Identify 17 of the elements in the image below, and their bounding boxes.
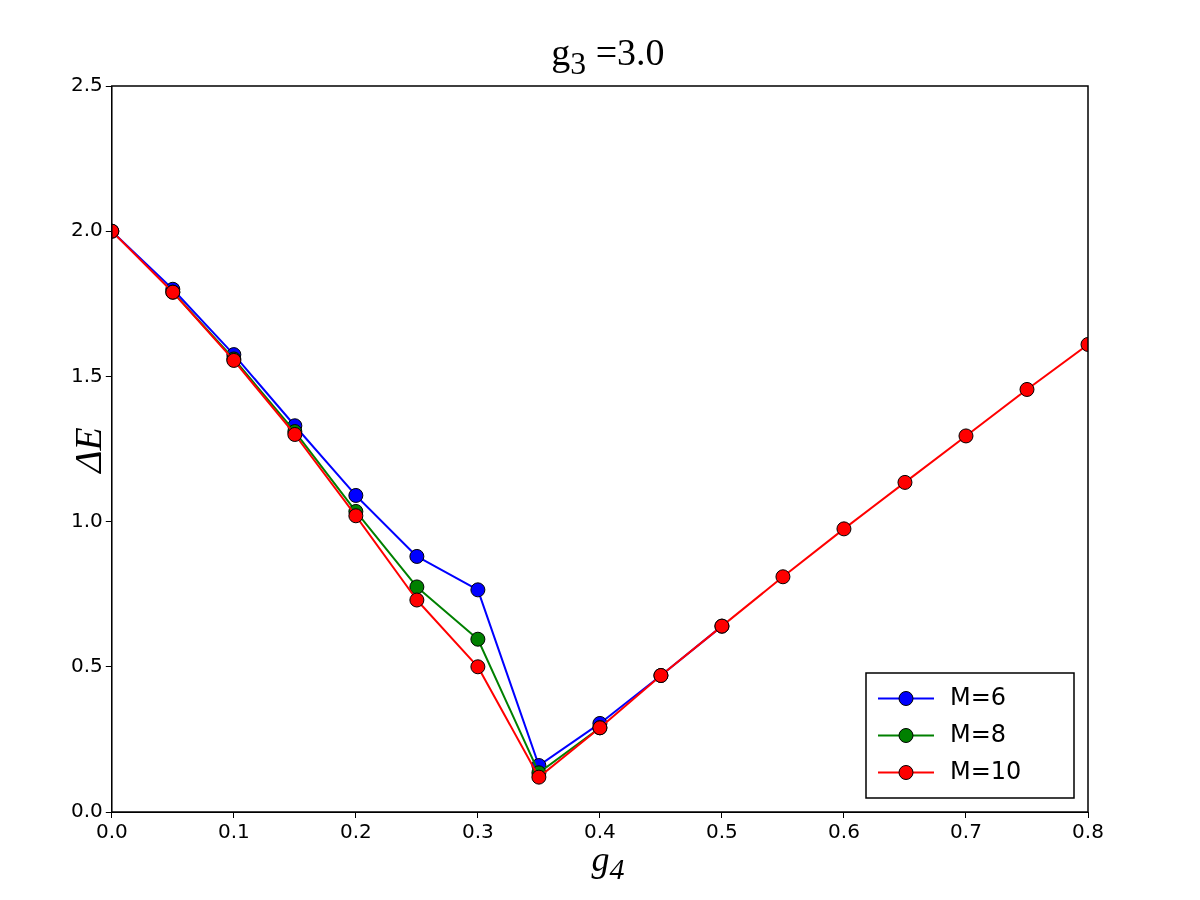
y-tick-label: 1.0 <box>70 507 103 532</box>
x-tick-label: 0.7 <box>950 819 982 844</box>
x-tick-label: 0.1 <box>217 819 250 844</box>
y-tick-label: 2.5 <box>70 72 103 97</box>
legend-label: M=8 <box>950 719 1007 748</box>
y-tick-label: 1.5 <box>70 362 103 387</box>
x-tick-label: 0.5 <box>706 819 738 844</box>
y-tick-label: 0.5 <box>70 653 103 677</box>
x-tick-label: 0.6 <box>828 819 860 844</box>
y-axis-title: ΔE <box>66 426 110 476</box>
legend-label: M=6 <box>950 682 1007 711</box>
chart-title: g$_{3}$ =3.0 <box>551 31 665 81</box>
y-tick-label: 2.0 <box>70 217 103 242</box>
x-tick-label: 0.2 <box>339 819 372 844</box>
x-tick-label: 0.3 <box>461 819 494 844</box>
legend-label: M=10 <box>950 756 1022 785</box>
x-tick-label: 0.8 <box>1072 819 1104 844</box>
